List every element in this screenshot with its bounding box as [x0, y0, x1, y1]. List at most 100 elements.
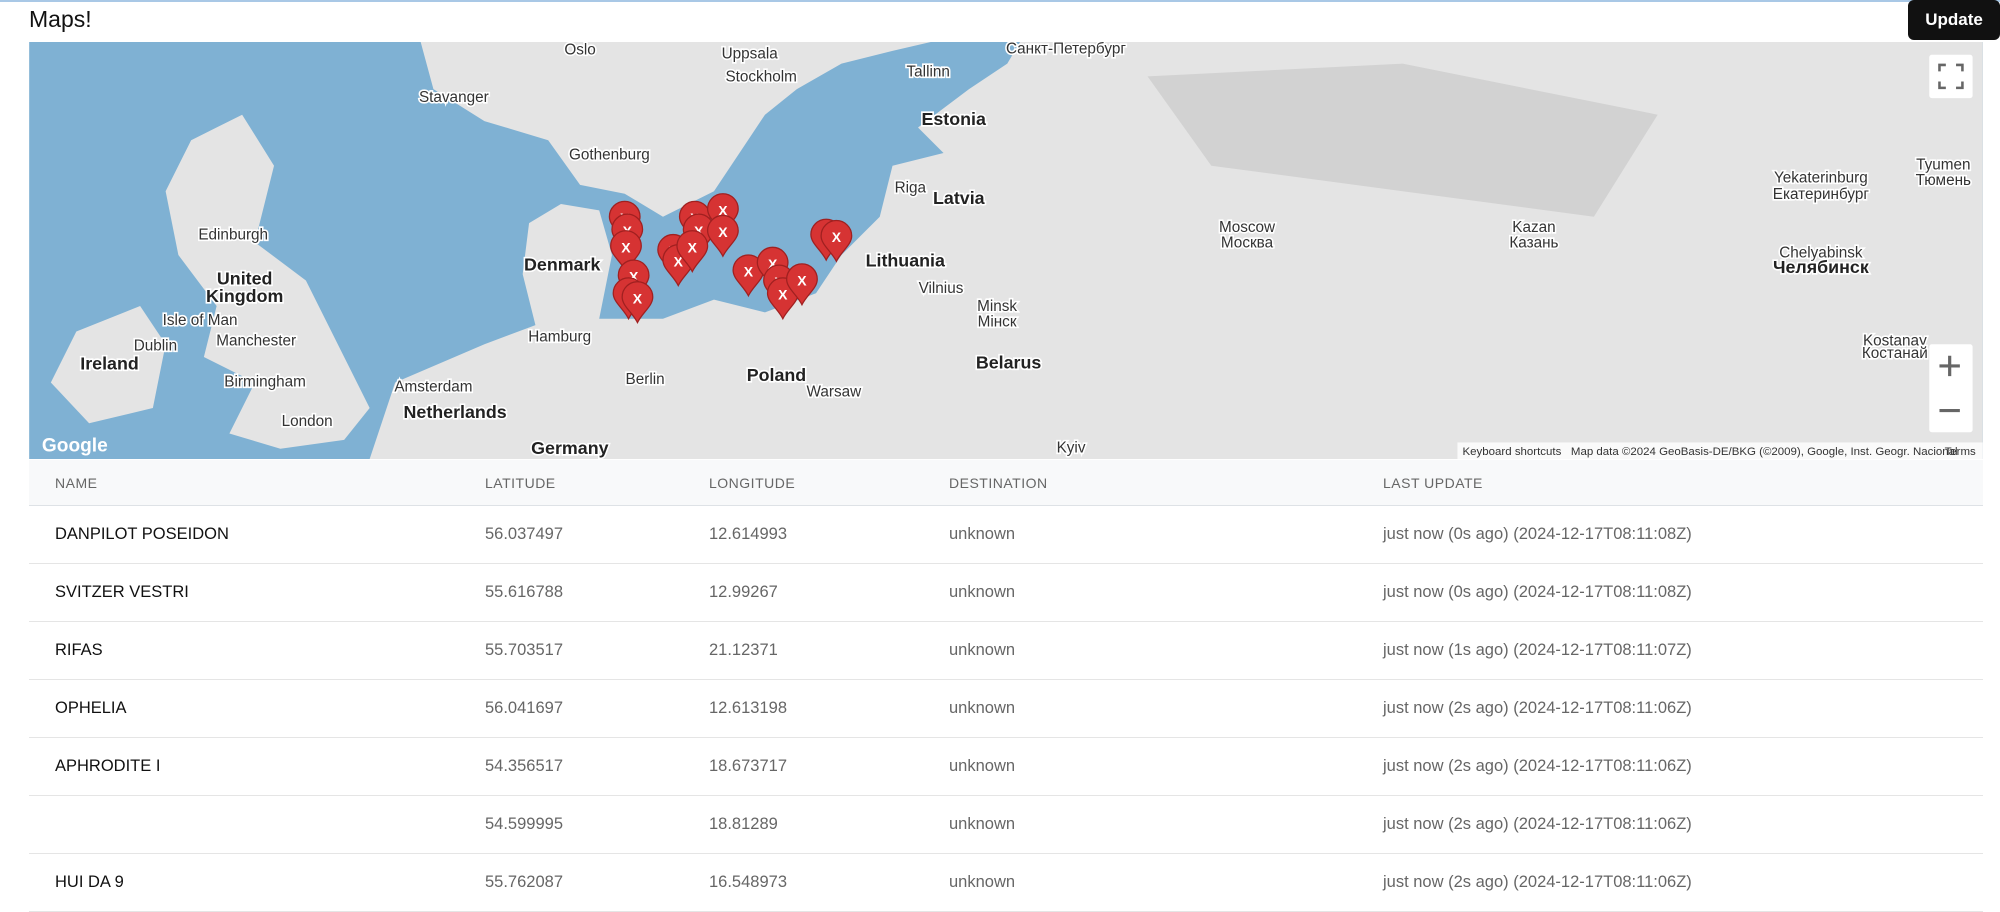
google-logo: Google: [42, 435, 108, 456]
table-cell: 55.616788: [459, 563, 683, 622]
table-cell: RIFAS: [29, 621, 459, 680]
column-header: NAME: [29, 460, 459, 506]
table-cell: 54.356517: [459, 737, 683, 796]
vessel-table: NAME LATITUDE LONGITUDE DESTINATION LAST UPD…: [29, 460, 1983, 912]
map-label: Москва: [1221, 234, 1274, 251]
map[interactable]: Oslo Uppsala Stockholm Stavanger Tallinn Санк…: [29, 42, 1983, 459]
pin-label: X: [744, 264, 754, 280]
table-row: SVITZER VESTRI 55.616788 12.99267 unknown ju…: [29, 563, 1983, 622]
column-header: LAST UPDATE: [1357, 460, 1983, 506]
pin-label: X: [621, 239, 631, 255]
map-label: Riga: [895, 179, 927, 196]
table-cell: HUI DA 9: [29, 853, 459, 912]
column-header: LONGITUDE: [683, 460, 923, 506]
table-row: DANPILOT POSEIDON 56.037497 12.614993 unkno…: [29, 505, 1983, 564]
pin-label: X: [797, 273, 807, 289]
map-label: Dublin: [134, 338, 177, 355]
pin-label: X: [629, 269, 639, 285]
keyboard-shortcuts[interactable]: Keyboard shortcuts: [1463, 446, 1562, 458]
table-cell: 12.99267: [683, 563, 923, 622]
map-label: Yekaterinburg: [1774, 169, 1868, 186]
pin-label: X: [778, 287, 788, 303]
table-cell: just now (2s ago) (2024-12-17T08:11:06Z): [1357, 853, 1983, 912]
table-row: 54.599995 18.81289 unknown just now (2s ago…: [29, 795, 1983, 854]
map-label: Tyumen: [1916, 157, 1970, 174]
vessel-pin: [732, 254, 765, 298]
map-label: Oslo: [564, 42, 595, 59]
table-cell: unknown: [923, 737, 1357, 796]
map-label: Berlin: [626, 371, 665, 388]
map-label: Denmark: [524, 254, 600, 274]
vessel-pin: [706, 193, 739, 236]
map-label: Germany: [531, 438, 608, 458]
pin-label: X: [718, 224, 728, 240]
pin-label: X: [688, 239, 698, 255]
map-label: Екатеринбург: [1773, 186, 1870, 203]
table-cell: just now (2s ago) (2024-12-17T08:11:06Z): [1357, 737, 1983, 796]
table-cell: 18.673717: [683, 737, 923, 796]
map-label: Birmingham: [224, 373, 306, 390]
map-label: Kazan: [1512, 219, 1555, 236]
table-cell: APHRODITE I: [29, 737, 459, 796]
table-row: APHRODITE I 54.356517 18.673717 unknown just…: [29, 737, 1983, 796]
map-label: Warsaw: [807, 384, 863, 401]
table-cell: DANPILOT POSEIDON: [29, 505, 459, 564]
table-cell: 56.037497: [459, 505, 683, 564]
vessel-pin: [676, 230, 709, 273]
map-label: Gothenburg: [569, 146, 650, 163]
map-label: Minsk: [977, 298, 1017, 315]
table-row: HUI DA 9 55.762087 16.548973 unknown just no…: [29, 853, 1983, 912]
table-cell: 21.12371: [683, 621, 923, 680]
pin-label: X: [718, 202, 728, 218]
fullscreen-button[interactable]: [1929, 54, 1973, 99]
map-label: Челябинск: [1773, 257, 1869, 277]
terms[interactable]: Terms: [1945, 446, 1976, 458]
table-cell: unknown: [923, 679, 1357, 738]
table-cell: unknown: [923, 563, 1357, 622]
table-cell: 54.599995: [459, 795, 683, 854]
pin-label: X: [694, 223, 704, 239]
attribution-bg: [1457, 442, 1983, 459]
vessel-pin: [786, 263, 818, 307]
map-label: Isle of Man: [163, 312, 238, 329]
map-label: London: [282, 413, 333, 430]
map-label: Poland: [747, 365, 806, 385]
table-cell: 55.762087: [459, 853, 683, 912]
table-cell: OPHELIA: [29, 679, 459, 738]
table-cell: unknown: [923, 853, 1357, 912]
map-label: Uppsala: [722, 46, 779, 63]
map-label: Estonia: [921, 109, 987, 129]
table-cell: unknown: [923, 505, 1357, 564]
map-label: Тюмень: [1916, 172, 1971, 189]
pin-label: X: [674, 253, 684, 269]
map-label: Мінск: [978, 313, 1017, 330]
table-cell: [29, 795, 459, 854]
map-label: Amsterdam: [394, 378, 472, 395]
table-cell: 12.613198: [683, 679, 923, 738]
update-button[interactable]: Update: [1908, 0, 2000, 40]
top-border: [0, 0, 2000, 2]
map-label: Latvia: [933, 188, 986, 208]
table-cell: just now (0s ago) (2024-12-17T08:11:08Z): [1357, 563, 1983, 622]
map-label: Moscow: [1219, 219, 1276, 236]
table-row: OPHELIA 56.041697 12.613198 unknown just now…: [29, 679, 1983, 738]
map-label: Lithuania: [866, 250, 946, 270]
map-label: Костанай: [1862, 345, 1928, 362]
map-label: Manchester: [216, 333, 296, 350]
table-cell: just now (2s ago) (2024-12-17T08:11:06Z): [1357, 679, 1983, 738]
page-title: Maps!: [29, 6, 92, 32]
column-header: DESTINATION: [923, 460, 1357, 506]
map-label: Tallinn: [907, 63, 950, 80]
land-shade: [1147, 63, 1658, 217]
map-label: Kingdom: [206, 286, 283, 306]
map-label: Edinburgh: [198, 227, 268, 244]
map-data: Map data ©2024 GeoBasis-DE/BKG (©2009), …: [1571, 446, 1958, 458]
map-label: Kostanay: [1863, 333, 1927, 350]
map-label: Stavanger: [419, 89, 489, 106]
map-label: Kyiv: [1057, 440, 1086, 457]
vessel-pin: [820, 219, 853, 263]
table-cell: unknown: [923, 795, 1357, 854]
table-cell: just now (1s ago) (2024-12-17T08:11:07Z): [1357, 621, 1983, 680]
vessel-pin: [610, 230, 642, 273]
